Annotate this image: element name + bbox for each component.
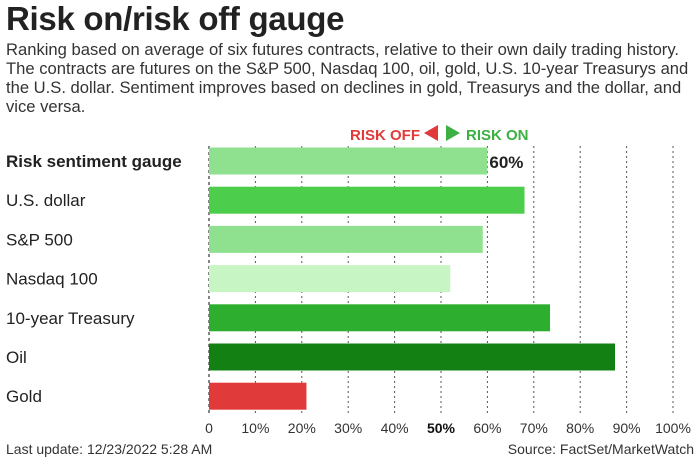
bars bbox=[209, 147, 615, 410]
bar-risk-sentiment-gauge bbox=[209, 147, 488, 175]
x-tick-label: 80% bbox=[566, 420, 594, 436]
x-tick-label: 50% bbox=[427, 420, 456, 436]
x-tick-label: 60% bbox=[473, 420, 501, 436]
category-labels: Risk sentiment gauge 60% U.S. dollar S&P 50… bbox=[6, 152, 523, 406]
bar-s-p-500 bbox=[209, 225, 483, 253]
category-label: Oil bbox=[6, 348, 27, 367]
bar-u-s-dollar bbox=[209, 186, 525, 214]
bar-oil bbox=[209, 343, 615, 371]
x-tick-label: 70% bbox=[520, 420, 548, 436]
risk-legend: RISK OFF RISK ON bbox=[350, 125, 529, 144]
x-tick-label: 10% bbox=[241, 420, 269, 436]
x-axis-ticks: 0 10% 20% 30% 40% 50% 60% 70% 80% 90% 100% bbox=[205, 420, 691, 436]
last-update: Last update: 12/23/2022 5:28 AM bbox=[6, 441, 213, 457]
x-tick-label: 0 bbox=[205, 420, 213, 436]
category-label: Nasdaq 100 bbox=[6, 270, 98, 289]
bar-10-year-treasury bbox=[209, 304, 551, 332]
category-label: U.S. dollar bbox=[6, 191, 86, 210]
x-tick-label: 90% bbox=[613, 420, 641, 436]
x-tick-label: 20% bbox=[288, 420, 316, 436]
source-note: Source: FactSet/MarketWatch bbox=[507, 441, 694, 457]
x-tick-label: 100% bbox=[655, 420, 691, 436]
bar-gold bbox=[209, 382, 307, 410]
bar-nasdaq-100 bbox=[209, 265, 451, 293]
x-tick-label: 40% bbox=[381, 420, 409, 436]
category-label: Risk sentiment gauge bbox=[6, 152, 182, 171]
category-label: Gold bbox=[6, 387, 42, 406]
data-label: 60% bbox=[489, 153, 523, 172]
x-tick-label: 30% bbox=[334, 420, 362, 436]
arrow-left-icon bbox=[424, 125, 438, 141]
chart-subtitle: Ranking based on average of six futures … bbox=[6, 40, 689, 116]
risk-on-label: RISK ON bbox=[466, 127, 529, 144]
category-label: 10-year Treasury bbox=[6, 309, 135, 328]
chart-title: Risk on/risk off gauge bbox=[6, 0, 345, 37]
risk-off-label: RISK OFF bbox=[350, 127, 420, 144]
arrow-right-icon bbox=[446, 125, 460, 141]
category-label: S&P 500 bbox=[6, 230, 73, 249]
